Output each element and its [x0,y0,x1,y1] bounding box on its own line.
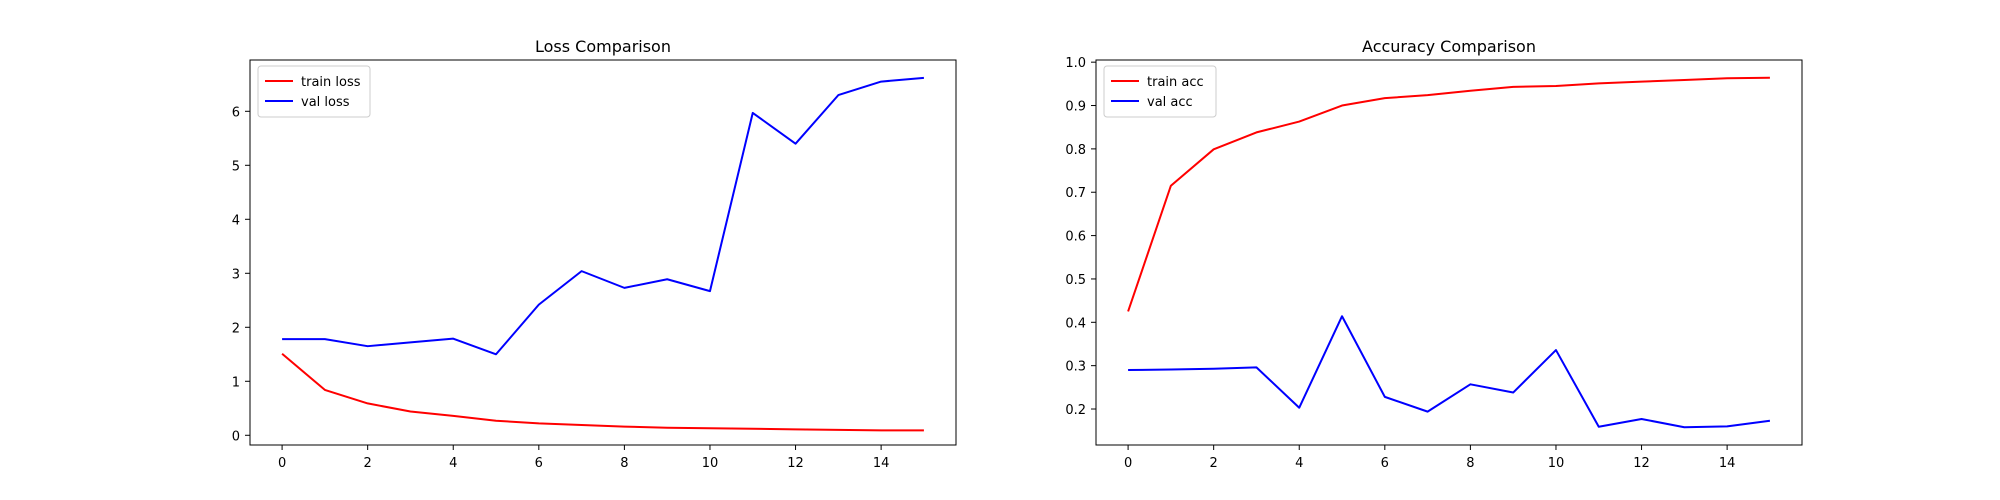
loss-y-tick-label: 4 [232,213,240,228]
loss-x-tick-label: 14 [873,456,890,471]
accuracy-y-tick-label: 0.2 [1065,403,1086,418]
accuracy-x-tick-label: 10 [1548,456,1565,471]
loss-y-tick-label: 1 [232,375,240,390]
accuracy-plot-frame [1095,59,1803,446]
loss-y-tick-label: 5 [232,159,240,174]
accuracy-legend-label: train acc [1147,75,1204,90]
accuracy-chart-title: Accuracy Comparison [1362,37,1536,56]
accuracy-x-tick-label: 0 [1124,456,1132,471]
loss-y-tick-label: 3 [232,267,240,282]
accuracy-y-tick-label: 0.6 [1065,230,1086,245]
accuracy-legend-label: val acc [1147,95,1193,110]
loss-legend-box [257,65,371,118]
loss-y-tick-label: 6 [232,105,240,120]
loss-legend-label: train loss [301,75,361,90]
loss-y-tick-label: 2 [232,321,240,336]
accuracy-y-tick-label: 0.8 [1065,143,1086,158]
accuracy-y-tick-label: 0.4 [1065,316,1086,331]
accuracy-y-tick-label: 0.5 [1065,273,1086,288]
accuracy-legend-box [1103,65,1217,118]
accuracy-x-tick-label: 4 [1295,456,1303,471]
accuracy-y-tick-label: 0.3 [1065,360,1086,375]
loss-series-line-train-loss [281,352,924,432]
loss-plot-frame [249,59,957,446]
accuracy-x-tick-label: 8 [1466,456,1474,471]
loss-x-tick-label: 6 [535,456,543,471]
accuracy-y-tick-label: 1.0 [1065,56,1086,71]
accuracy-x-tick-label: 12 [1633,456,1650,471]
accuracy-x-tick-label: 6 [1381,456,1389,471]
accuracy-y-tick-label: 0.7 [1065,186,1086,201]
loss-x-tick-label: 0 [278,456,286,471]
accuracy-series-line-train-acc [1127,76,1770,312]
accuracy-x-tick-label: 2 [1210,456,1218,471]
loss-series-line-val-loss [282,76,924,356]
loss-x-tick-label: 8 [620,456,628,471]
loss-y-tick-label: 0 [232,429,240,444]
loss-x-tick-label: 12 [787,456,804,471]
accuracy-y-tick-label: 0.9 [1065,100,1086,115]
loss-x-tick-label: 10 [702,456,719,471]
accuracy-series-line-val-acc [1128,315,1771,429]
loss-x-tick-label: 2 [364,456,372,471]
loss-chart-title: Loss Comparison [535,37,671,56]
loss-x-tick-label: 4 [449,456,457,471]
accuracy-x-tick-label: 14 [1719,456,1736,471]
accuracy-chart-panel: Accuracy Comparison 0 2 4 6 8 10 12 14 0.2 0.3 0.4 0… [1065,37,1803,471]
loss-legend-label: val loss [301,95,350,110]
